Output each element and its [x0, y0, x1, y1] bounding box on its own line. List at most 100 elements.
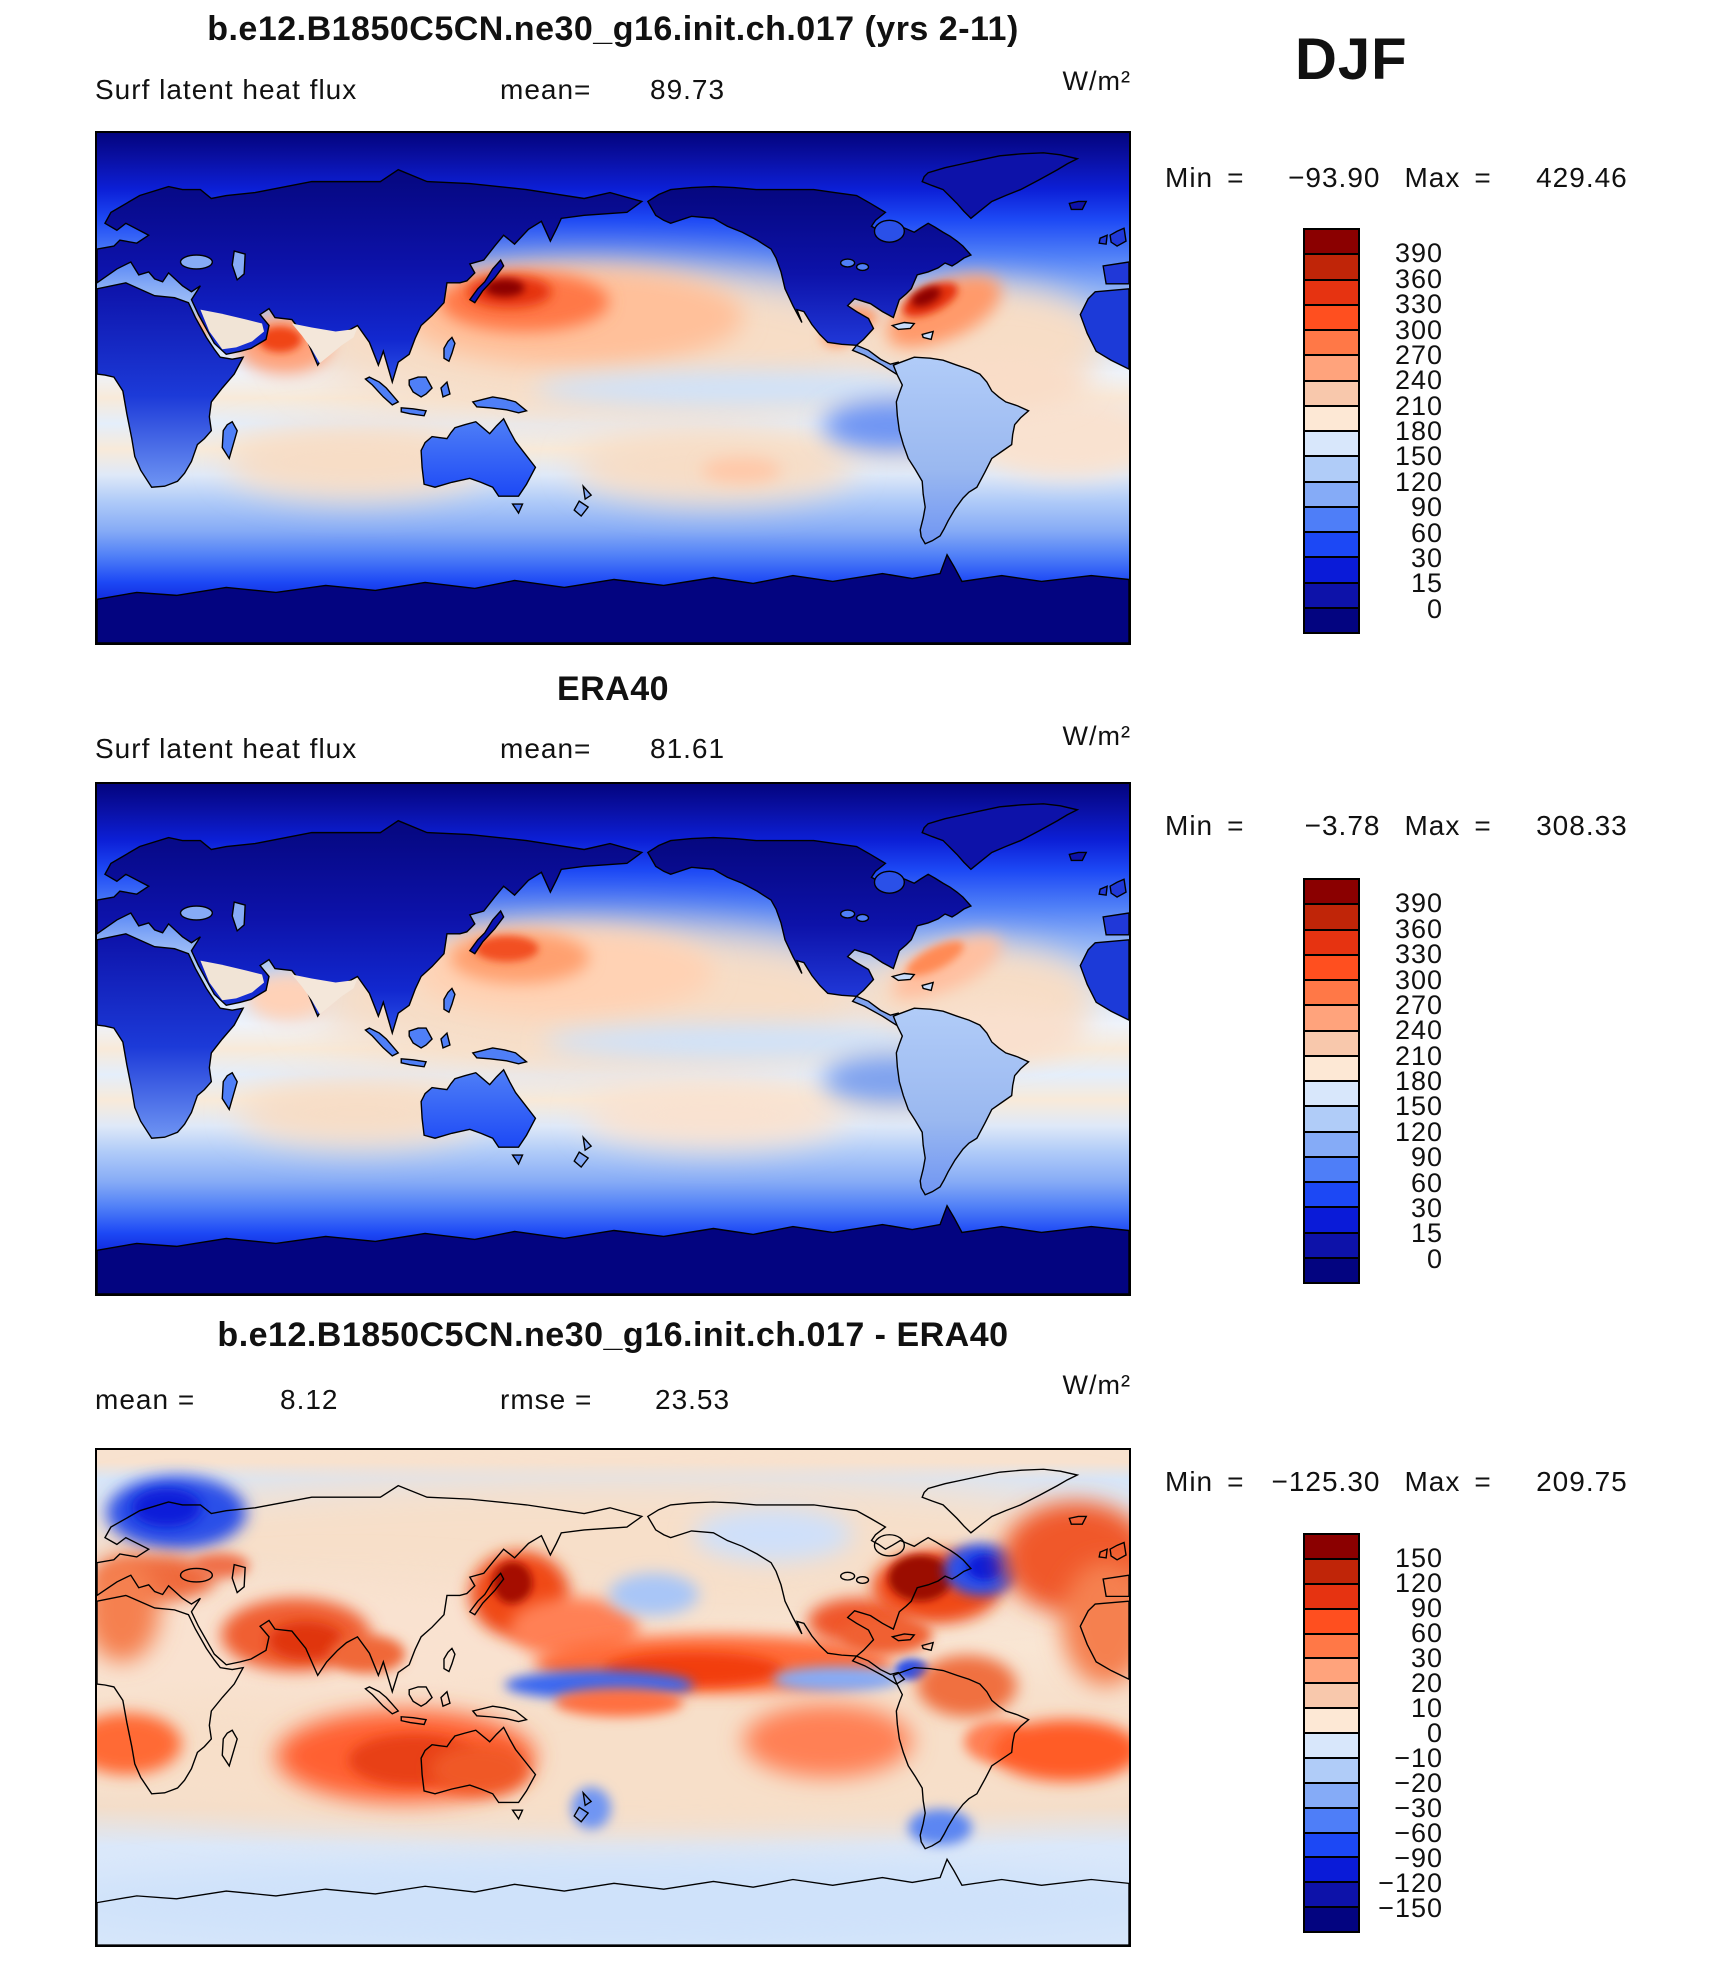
- colorbar-segment: [1305, 1659, 1358, 1685]
- panel-title: b.e12.B1850C5CN.ne30_g16.init.ch.017 - E…: [217, 1316, 1009, 1354]
- map-era40-figure: [97, 784, 1129, 1294]
- colorbar-tick-label: 0: [1426, 1243, 1443, 1274]
- colorbar-tick-label: −60: [1394, 1818, 1443, 1848]
- colorbar-segment: [1305, 1908, 1358, 1931]
- min-value: −3.78: [1304, 810, 1381, 841]
- min-label: Min: [1165, 162, 1214, 193]
- colorbar-segment: [1305, 1183, 1358, 1209]
- variable-label: Surf latent heat flux: [95, 74, 358, 105]
- colorbar-tick-label: −120: [1378, 1868, 1443, 1898]
- rmse-value: 23.53: [655, 1384, 731, 1415]
- colorbar-segment: [1305, 1684, 1358, 1710]
- colorbar-strip: [1303, 1533, 1360, 1933]
- colorbar-segment: [1305, 1758, 1358, 1784]
- colorbar-segment: [1305, 1634, 1358, 1660]
- colorbar-segment: [1305, 381, 1358, 407]
- colorbar-tick-label: 360: [1394, 913, 1443, 944]
- variable-label: Surf latent heat flux: [95, 733, 358, 764]
- colorbar-segment: [1305, 1535, 1358, 1560]
- colorbar-segment: [1305, 1833, 1358, 1859]
- colorbar-tick-label: 90: [1410, 1593, 1443, 1623]
- min-label: Min: [1165, 810, 1214, 841]
- colorbar-tick-label: 30: [1410, 1192, 1443, 1223]
- colorbar-segment: [1305, 1006, 1358, 1032]
- colorbar-segment: [1305, 1609, 1358, 1635]
- max-value: 209.75: [1536, 1466, 1628, 1497]
- equals-sign: =: [1474, 162, 1492, 193]
- range-readout: Min = −3.78 Max = 308.33: [1165, 810, 1628, 842]
- colorbar-tick-label: 360: [1394, 263, 1443, 294]
- colorbar-segment: [1305, 1734, 1358, 1759]
- colorbar: 150 120 90 60 30 20 10 0 −10 −20 −30 −60 −90 −120 −150: [1303, 1533, 1453, 1933]
- range-readout: Min = −125.30 Max = 209.75: [1165, 1466, 1628, 1498]
- units-label: W/m²: [1062, 1370, 1131, 1400]
- colorbar-segment: [1305, 331, 1358, 357]
- colorbar-tick-label: −90: [1394, 1843, 1443, 1873]
- colorbar-segment: [1305, 1031, 1358, 1057]
- colorbar-tick-label: 90: [1410, 492, 1443, 523]
- colorbar-tick-label: 20: [1410, 1668, 1443, 1698]
- colorbar-segment: [1305, 1559, 1358, 1585]
- colorbar-strip: [1303, 878, 1360, 1284]
- map-model: [95, 131, 1131, 645]
- units-label: W/m²: [1062, 66, 1131, 96]
- colorbar-segment: [1305, 457, 1358, 483]
- colorbar-tick-label: 210: [1394, 1040, 1443, 1071]
- colorbar-segment: [1305, 558, 1358, 584]
- colorbar-labels: 150 120 90 60 30 20 10 0 −10 −20 −30 −60 −90 −120 −150: [1365, 1533, 1443, 1933]
- max-value: 308.33: [1536, 810, 1628, 841]
- colorbar-tick-label: −20: [1394, 1768, 1443, 1798]
- mean-value: 81.61: [650, 733, 726, 764]
- max-label: Max: [1404, 162, 1461, 193]
- colorbar-segment: [1305, 1808, 1358, 1834]
- colorbar-tick-label: −10: [1394, 1743, 1443, 1773]
- colorbar-tick-label: 330: [1394, 939, 1443, 970]
- colorbar-segment: [1305, 507, 1358, 533]
- colorbar-segment: [1305, 1208, 1358, 1234]
- rmse-label: rmse =: [500, 1384, 593, 1415]
- colorbar-segment: [1305, 583, 1358, 609]
- mean-label: mean =: [95, 1384, 196, 1415]
- colorbar-segment: [1305, 1157, 1358, 1183]
- colorbar-segment: [1305, 1584, 1358, 1610]
- mean-label: mean=: [500, 74, 592, 105]
- colorbar-segment: [1305, 1883, 1358, 1909]
- colorbar-segment: [1305, 1709, 1358, 1734]
- colorbar-segment: [1305, 230, 1358, 256]
- colorbar-tick-label: −30: [1394, 1793, 1443, 1823]
- colorbar-tick-label: 300: [1394, 314, 1443, 345]
- colorbar-segment: [1305, 356, 1358, 382]
- colorbar-tick-label: 150: [1394, 1543, 1443, 1573]
- colorbar-segment: [1305, 1082, 1358, 1108]
- colorbar-segment: [1305, 981, 1358, 1007]
- colorbar-segment: [1305, 255, 1358, 281]
- colorbar-tick-label: 330: [1394, 289, 1443, 320]
- colorbar-tick-label: 180: [1394, 1066, 1443, 1096]
- colorbar: 390 360 330 300 270 240 210 180 150 120 90 60 30 15 0: [1303, 878, 1453, 1284]
- colorbar-segment: [1305, 1233, 1358, 1259]
- colorbar-tick-label: 15: [1410, 1218, 1443, 1249]
- equals-sign: =: [1474, 810, 1492, 841]
- mean-label: mean=: [500, 733, 592, 764]
- units-label: W/m²: [1062, 721, 1131, 751]
- colorbar-tick-label: 60: [1410, 1618, 1443, 1648]
- colorbar: 390 360 330 300 270 240 210 180 150 120 90 60 30 15 0: [1303, 228, 1453, 634]
- max-label: Max: [1404, 1466, 1461, 1497]
- equals-sign: =: [1474, 1466, 1492, 1497]
- colorbar-tick-label: 120: [1394, 466, 1443, 497]
- colorbar-tick-label: −150: [1378, 1893, 1443, 1923]
- colorbar-strip: [1303, 228, 1360, 634]
- min-value: −93.90: [1288, 162, 1381, 193]
- colorbar-segment: [1305, 533, 1358, 559]
- colorbar-segment: [1305, 905, 1358, 931]
- heatmap-blobs: [97, 1474, 1129, 1945]
- colorbar-segment: [1305, 1783, 1358, 1809]
- colorbar-tick-label: 90: [1410, 1142, 1443, 1173]
- colorbar-segment: [1305, 1107, 1358, 1133]
- equals-sign: =: [1227, 810, 1245, 841]
- panel-title: ERA40: [556, 670, 670, 708]
- colorbar-tick-label: 150: [1394, 441, 1443, 472]
- colorbar-segment: [1305, 1132, 1358, 1158]
- colorbar-tick-label: 210: [1394, 390, 1443, 421]
